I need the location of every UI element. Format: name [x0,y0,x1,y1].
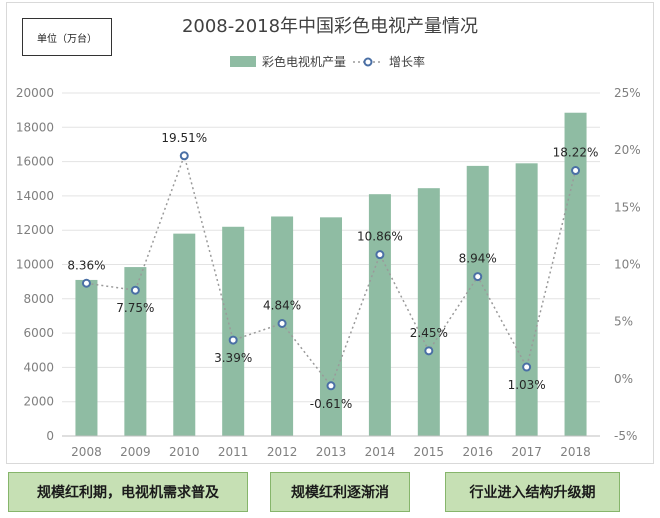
y2-tick-label: 25% [614,86,641,100]
y-tick-label: 20000 [16,86,54,100]
x-tick-label: 2017 [511,445,542,459]
x-tick-label: 2008 [71,445,102,459]
x-tick-label: 2018 [560,445,591,459]
bar [368,194,391,436]
axes: 0 2000 4000 6000 8000 10000 12000 14000 16000 180… [16,86,641,459]
growth-line-series: 8.36% 7.75% 19.51% 3.39% 4.84% -0.61% 10.86% 2.… [67,131,598,411]
growth-point [81,278,91,288]
x-tick-label: 2009 [120,445,151,459]
y-tick-label: 10000 [16,258,54,272]
y-tick-label: 14000 [16,189,54,203]
y-tick-label: 4000 [23,360,54,374]
growth-point [473,272,483,282]
growth-point [179,151,189,161]
x-tick-label: 2012 [267,445,298,459]
phase-label-2-text: 规模红利逐渐消 [291,485,389,501]
legend-bar-swatch [230,56,256,67]
data-label: 8.94% [459,252,497,266]
unit-label-box: 单位（万台） [22,18,112,56]
data-label: -0.61% [310,397,352,411]
phase-label-3: 行业进入结构升级期 [445,472,620,512]
y2-tick-label: 10% [614,258,641,272]
growth-point [375,250,385,260]
y2-tick-label: 20% [614,143,641,157]
growth-point [326,381,336,391]
x-tick-label: 2013 [316,445,347,459]
bar [222,226,245,436]
data-label: 19.51% [161,131,207,145]
growth-point [424,346,434,356]
data-label: 18.22% [553,146,599,160]
bar [417,188,440,436]
bar [173,233,196,436]
growth-point [130,285,140,295]
phase-label-3-text: 行业进入结构升级期 [469,485,596,501]
legend: 彩色电视机产量 增长率 [230,54,425,69]
x-tick-label: 2015 [414,445,445,459]
bar [515,163,538,436]
y-tick-label: 16000 [16,155,54,169]
data-label: 10.86% [357,230,403,244]
bar [564,112,587,436]
phase-label-1: 规模红利期，电视机需求普及 [8,472,248,512]
data-label: 2.45% [410,326,448,340]
growth-point [277,318,287,328]
data-label: 7.75% [116,301,154,315]
data-label: 3.39% [214,351,252,365]
y-tick-label: 6000 [23,326,54,340]
y-tick-label: 8000 [23,292,54,306]
bar [319,217,343,436]
bar [124,267,147,436]
x-tick-label: 2014 [365,445,396,459]
x-tick-label: 2016 [462,445,493,459]
bar-series [75,112,587,436]
growth-line [86,153,577,388]
phase-label-2: 规模红利逐渐消 [270,472,410,512]
data-label: 4.84% [263,298,301,312]
x-tick-label: 2010 [169,445,200,459]
legend-bar-label: 彩色电视机产量 [262,54,346,69]
data-label: 8.36% [67,258,105,272]
y2-tick-label: 15% [614,200,641,214]
growth-point [571,166,581,176]
growth-point [228,335,238,345]
y2-tick-label: -5% [614,429,637,443]
bar [75,279,98,436]
growth-point [522,362,532,372]
y-tick-label: 0 [46,429,54,443]
x-tick-label: 2011 [218,445,249,459]
legend-line-marker [363,57,373,67]
data-label: 1.03% [508,378,546,392]
y-tick-label: 2000 [23,395,54,409]
phase-label-1-text: 规模红利期，电视机需求普及 [37,485,219,501]
legend-line-label: 增长率 [389,54,425,69]
y-tick-label: 18000 [16,120,54,134]
y2-tick-label: 5% [614,315,633,329]
unit-label: 单位（万台） [37,33,97,45]
bar [466,165,489,436]
chart-title: 2008-2018年中国彩色电视产量情况 [182,16,478,37]
y2-tick-label: 0% [614,372,633,386]
y-tick-label: 12000 [16,223,54,237]
